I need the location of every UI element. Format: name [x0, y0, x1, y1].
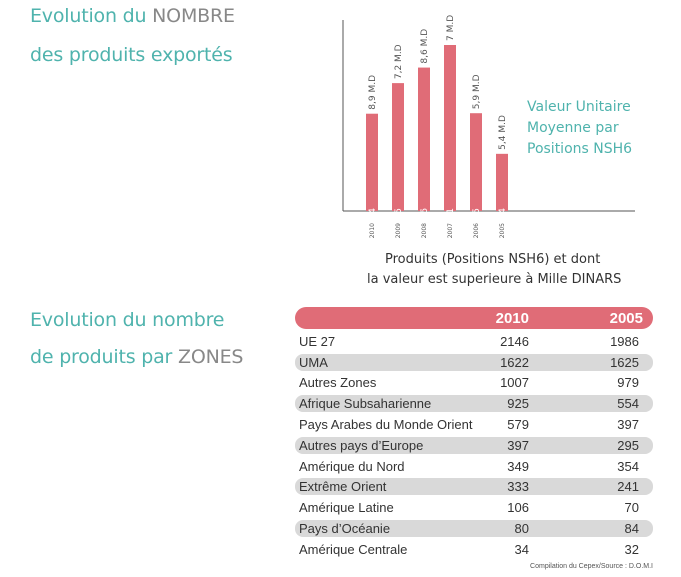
table-row: UMA 1622 1625: [295, 353, 653, 371]
bar: [418, 67, 430, 211]
value-2010: 80: [514, 520, 529, 536]
value-2005: 354: [617, 458, 639, 474]
table-row: Autres pays d’Europe 397 295: [295, 436, 653, 454]
value-2005: 554: [617, 396, 639, 412]
zone-name: Amérique Centrale: [299, 541, 408, 557]
value-2005: 1625: [610, 354, 639, 370]
chart-xlabel-line1: Produits (Positions NSH6) et dont: [385, 252, 601, 267]
annotation-line1: Valeur Unitaire: [527, 99, 631, 115]
section1-title-emphasis: NOMBRE: [152, 5, 235, 27]
table-row: Amérique Latine 106 70: [295, 499, 653, 516]
bar: [366, 113, 378, 211]
value-2005: 32: [624, 541, 639, 557]
chart-xlabel-line2: la valeur est superieure à Mille DINARS: [367, 272, 622, 287]
source-note: Compilation du Cepex/Source : D.O.M.I: [530, 563, 653, 570]
zones-table: 2010 2005 UE 27 2146 1986 UMA 1622 1625 Autres…: [295, 307, 653, 558]
value-2010: 397: [507, 437, 529, 453]
table-body: UE 27 2146 1986 UMA 1622 1625 Autres Zones 1007…: [295, 333, 653, 558]
value-2010: 349: [507, 458, 529, 474]
zone-name: Pays Arabes du Monde Orient: [299, 416, 473, 432]
value-2010: 579: [507, 416, 529, 432]
section2-title-emphasis: ZONES: [178, 346, 244, 368]
annotation-line3: Positions NSH6: [527, 141, 633, 157]
bar-value-label: 2564: [498, 208, 508, 231]
section2-title-part2: de produits par: [30, 346, 178, 368]
zone-name: Pays d’Océanie: [299, 520, 391, 536]
section2-title-line2: de produits par ZONES: [30, 346, 243, 368]
bar-value-label: 2705: [394, 208, 404, 231]
bar-value-label: 2644: [368, 208, 378, 231]
table-header: 2010 2005: [295, 307, 653, 329]
value-2010: 333: [507, 479, 529, 495]
zone-name: Amérique Latine: [299, 500, 394, 516]
table-row: Autres Zones 1007 979: [295, 374, 653, 391]
x-tick-label: 2010: [369, 223, 376, 238]
bar-top-label: 8,6 M.D: [420, 29, 430, 64]
bar: [496, 153, 508, 211]
section1-title-line2: des produits exportés: [30, 44, 233, 66]
zone-name: Amérique du Nord: [299, 458, 405, 474]
table-row: Afrique Subsaharienne 925 554: [295, 395, 653, 413]
value-2010: 34: [514, 541, 529, 557]
bar-chart: 2644 8,9 M.D 2010 2705 7,2 M.D 2009 2736 8,6 M.…: [342, 15, 635, 238]
value-2005: 84: [624, 520, 639, 536]
bar-top-label: 7,2 M.D: [394, 44, 404, 79]
bar: [392, 83, 404, 211]
value-2005: 979: [617, 375, 639, 391]
x-tick-label: 2008: [421, 223, 428, 238]
value-2005: 295: [617, 437, 639, 453]
bar-top-label: 7 M.D: [446, 15, 456, 41]
bar-value-label: 2645: [472, 208, 482, 231]
x-tick-label: 2005: [499, 223, 506, 238]
table-row: UE 27 2146 1986: [295, 333, 653, 350]
value-2010: 2146: [500, 333, 529, 349]
zone-name: UE 27: [299, 333, 336, 349]
zone-name: Afrique Subsaharienne: [299, 396, 432, 412]
x-tick-label: 2007: [447, 223, 454, 238]
table-row: Pays Arabes du Monde Orient 579 397: [295, 416, 653, 433]
table-row: Amérique Centrale 34 32: [295, 541, 653, 558]
value-2005: 397: [617, 416, 639, 432]
zone-name: Autres pays d’Europe: [299, 437, 424, 453]
annotation-line2: Moyenne par: [527, 120, 619, 136]
value-2010: 1007: [500, 375, 529, 391]
table-row: Pays d’Océanie 80 84: [295, 519, 653, 537]
bar-top-label: 8,9 M.D: [368, 75, 378, 110]
section2-title-line1: Evolution du nombre: [30, 309, 225, 331]
bar: [444, 45, 456, 211]
value-2005: 1986: [610, 333, 639, 349]
bar-value-label: 2781: [446, 208, 456, 231]
x-tick-label: 2006: [473, 223, 480, 238]
value-2010: 106: [507, 500, 529, 516]
value-2010: 1622: [500, 354, 529, 370]
table-row: Amérique du Nord 349 354: [295, 458, 653, 475]
value-2005: 241: [617, 479, 639, 495]
bar-top-label: 5,9 M.D: [472, 74, 482, 109]
zone-name: UMA: [299, 354, 328, 370]
bar-top-label: 5,4 M.D: [498, 115, 508, 150]
x-tick-label: 2009: [395, 223, 402, 238]
header-2005: 2005: [609, 310, 643, 327]
value-2005: 70: [624, 500, 639, 516]
section1-title-line1: Evolution du NOMBRE: [30, 5, 235, 27]
chart-bars: 2644 8,9 M.D 2010 2705 7,2 M.D 2009 2736 8,6 M.…: [366, 15, 508, 238]
bar: [470, 113, 482, 211]
header-2010: 2010: [495, 310, 529, 327]
value-2010: 925: [507, 396, 529, 412]
bar-value-label: 2736: [420, 208, 430, 231]
zone-name: Extrême Orient: [299, 479, 387, 495]
section1-title-part1: Evolution du: [30, 5, 153, 27]
table-row: Extrême Orient 333 241: [295, 478, 653, 496]
zone-name: Autres Zones: [299, 375, 377, 391]
chart-axes: [342, 20, 635, 212]
